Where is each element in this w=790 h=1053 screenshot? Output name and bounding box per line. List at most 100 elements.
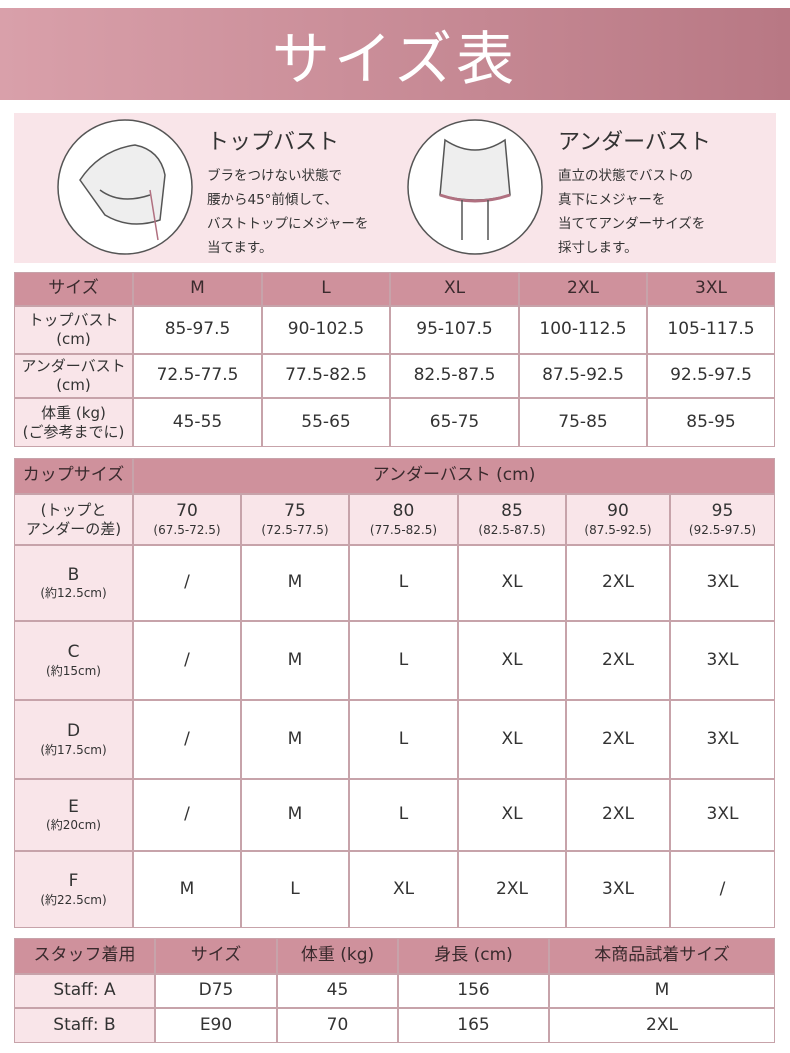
staff-header: スタッフ着用 (33, 945, 136, 966)
header-cell: L (321, 278, 331, 299)
cup-column-header: 90 (87.5-92.5) (566, 494, 670, 545)
row-label: アンダーバスト (21, 357, 126, 376)
cup-letter: C (67, 642, 80, 663)
page-title: サイズ表 (271, 25, 519, 93)
staff-cell: 45 (277, 974, 398, 1008)
size-cell: 75-85 (519, 398, 647, 447)
measure-title: アンダーバスト (558, 130, 711, 155)
staff-cell: M (549, 974, 775, 1008)
size-header: サイズ (14, 272, 133, 306)
size-value: 90-102.5 (287, 319, 365, 340)
size-header: 2XL (519, 272, 647, 306)
size-row-label: 体重 (kg) (ご参考までに) (14, 398, 133, 447)
cup-corner-note: (トップと アンダーの差) (14, 494, 133, 545)
cup-cell: L (349, 779, 458, 851)
staff-header-cell: 身長 (cm) (398, 938, 549, 974)
cup-size: 2XL (602, 649, 634, 670)
size-value: 92.5-97.5 (670, 365, 752, 386)
size-cell: 77.5-82.5 (262, 354, 390, 398)
column-value: 85 (501, 501, 523, 522)
row-label: トップバスト (28, 311, 119, 330)
group-header: アンダーバスト (cm) (372, 465, 536, 486)
cup-cell: 2XL (566, 779, 670, 851)
staff-cell: 70 (277, 1008, 398, 1043)
staff-cell: 156 (398, 974, 549, 1008)
cup-cell: 3XL (566, 851, 670, 928)
staff-header-cell: 体重 (kg) (277, 938, 398, 974)
cup-group-header: アンダーバスト (cm) (133, 458, 775, 494)
cup-cell: 2XL (566, 621, 670, 700)
column-range: (72.5-77.5) (261, 522, 329, 537)
row-label: (ご参考までに) (22, 422, 125, 441)
size-header: XL (390, 272, 519, 306)
cup-size: 2XL (602, 728, 634, 749)
size-cell: 55-65 (262, 398, 390, 447)
cup-column-header: 75 (72.5-77.5) (241, 494, 349, 545)
cup-column-header: 85 (82.5-87.5) (458, 494, 566, 545)
staff-value: D75 (198, 980, 234, 1001)
size-cell: 105-117.5 (647, 306, 775, 354)
measure-line: 腰から45°前傾して、 (207, 192, 338, 208)
cup-size: / (184, 649, 190, 670)
size-cell: 45-55 (133, 398, 262, 447)
column-value: 95 (711, 501, 734, 522)
cup-note: (約20cm) (46, 818, 101, 833)
staff-value: Staff: A (53, 980, 116, 1001)
measure-line: ブラをつけない状態で (207, 168, 342, 184)
measure-line: バストトップにメジャーを (207, 216, 369, 232)
cup-size: XL (501, 572, 523, 593)
cup-cell: 2XL (566, 700, 670, 779)
size-value: 105-117.5 (667, 319, 755, 340)
cup-note: (約17.5cm) (40, 742, 107, 757)
cup-corner: カップサイズ (14, 458, 133, 494)
column-value: 75 (284, 501, 306, 522)
size-value: 72.5-77.5 (156, 365, 239, 386)
cup-cell: M (241, 779, 349, 851)
cup-cell: 2XL (458, 851, 566, 928)
size-value: 85-97.5 (164, 319, 231, 340)
row-label: 体重 (kg) (41, 403, 106, 422)
staff-value: 2XL (646, 1014, 678, 1035)
size-value: 75-85 (558, 411, 608, 432)
size-cell: 82.5-87.5 (390, 354, 519, 398)
size-value: 85-95 (686, 411, 736, 432)
staff-header: 身長 (cm) (434, 945, 513, 966)
cup-cell: L (349, 700, 458, 779)
staff-header-cell: サイズ (155, 938, 277, 974)
cup-cell: XL (458, 621, 566, 700)
size-value: 100-112.5 (539, 319, 627, 340)
size-cell: 87.5-92.5 (519, 354, 647, 398)
size-cell: 85-95 (647, 398, 775, 447)
corner-note: (トップと (40, 500, 107, 519)
cup-size: XL (392, 878, 415, 899)
size-cell: 90-102.5 (262, 306, 390, 354)
cup-note: (約22.5cm) (40, 892, 107, 907)
cup-size: 3XL (706, 649, 739, 670)
staff-cell: Staff: B (14, 1008, 155, 1043)
cup-cell: 3XL (670, 700, 775, 779)
cup-cell: M (241, 621, 349, 700)
size-row-label: アンダーバスト (cm) (14, 354, 133, 398)
cup-size: 3XL (706, 728, 739, 749)
header-cell: M (190, 278, 205, 299)
corner-note: アンダーの差) (25, 519, 122, 538)
cup-size: / (719, 878, 726, 899)
cup-letter: D (66, 721, 81, 742)
cup-note: (約12.5cm) (40, 586, 107, 601)
staff-cell: E90 (155, 1008, 277, 1043)
measure-line: 当てます。 (207, 240, 273, 256)
cup-row-label: B (約12.5cm) (14, 545, 133, 621)
cup-size: / (184, 728, 190, 749)
cup-size: 3XL (602, 878, 634, 899)
size-cell: 65-75 (390, 398, 519, 447)
cup-size: 2XL (602, 804, 634, 825)
size-cell: 85-97.5 (133, 306, 262, 354)
cup-cell: M (241, 700, 349, 779)
corner-label: カップサイズ (22, 465, 125, 486)
cup-cell: 3XL (670, 621, 775, 700)
cup-column-header: 95 (92.5-97.5) (670, 494, 775, 545)
column-value: 70 (176, 501, 198, 522)
staff-cell: 165 (398, 1008, 549, 1043)
size-value: 45-55 (172, 411, 223, 432)
staff-cell: 2XL (549, 1008, 775, 1043)
